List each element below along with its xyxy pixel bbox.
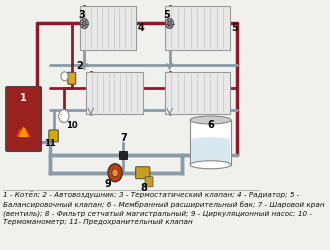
Text: 1 - Котёл; 2 - Автовоздушник; 3 - Термостатический клапан; 4 - Радиатор; 5 -
Бал: 1 - Котёл; 2 - Автовоздушник; 3 - Термос… [3,192,325,225]
Text: 7: 7 [121,133,127,143]
Text: 1: 1 [20,93,27,103]
Circle shape [61,72,68,81]
Polygon shape [19,128,27,136]
Text: 5: 5 [231,23,238,33]
Circle shape [112,169,118,177]
Bar [86,72,143,114]
Text: 2: 2 [77,61,83,71]
Polygon shape [17,128,30,136]
Text: 11: 11 [44,139,56,148]
Text: ·: · [59,112,62,120]
Bar [50,155,182,173]
Text: 10: 10 [66,121,78,130]
Circle shape [168,21,172,26]
FancyBboxPatch shape [49,130,58,142]
Circle shape [59,110,69,122]
Circle shape [166,18,174,28]
Bar [165,6,230,51]
Text: 5: 5 [163,10,170,20]
Circle shape [81,18,88,28]
Circle shape [108,164,122,182]
Bar [165,72,230,114]
Circle shape [82,21,86,26]
Text: 8: 8 [140,183,147,193]
Bar [80,6,136,51]
Text: 6: 6 [207,120,214,130]
Text: 9: 9 [104,179,111,189]
Bar [190,120,231,165]
FancyBboxPatch shape [136,167,150,179]
Text: 4: 4 [138,23,145,33]
FancyBboxPatch shape [6,87,41,151]
Text: 3: 3 [78,10,85,20]
Bar [119,151,127,159]
FancyBboxPatch shape [145,177,153,187]
Bar [191,140,230,164]
Ellipse shape [190,116,231,124]
Ellipse shape [191,137,230,143]
Ellipse shape [190,161,231,169]
FancyBboxPatch shape [68,72,76,84]
